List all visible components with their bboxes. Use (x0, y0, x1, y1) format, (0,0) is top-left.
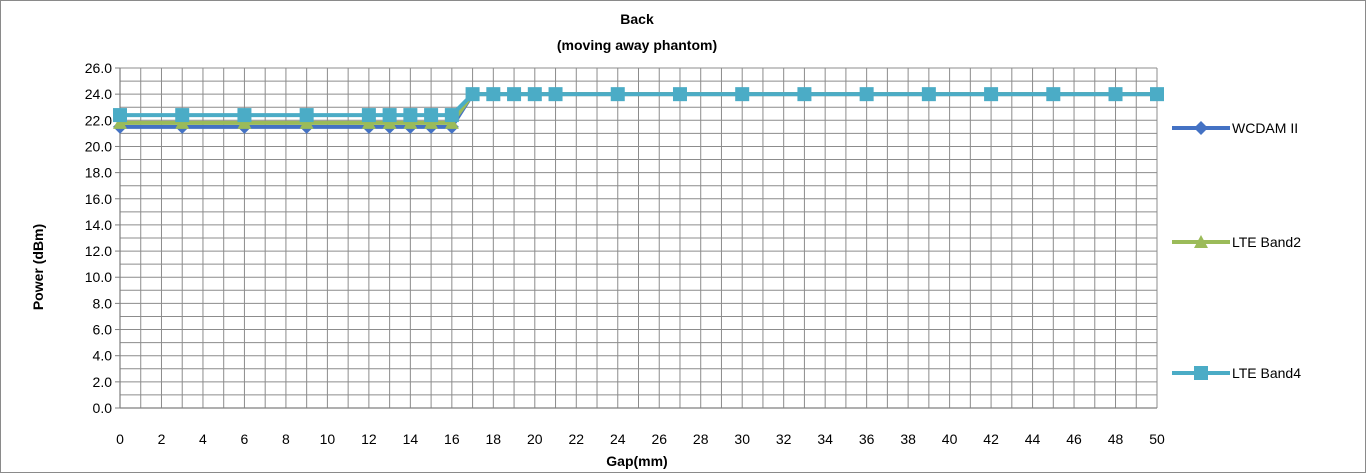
x-tick-labels: 0 2 4 6 8 10 12 14 16 18 20 22 24 26 28 30 32 34 36 38 40 42 4… (116, 431, 1165, 447)
data-point-lte-band4 (444, 108, 459, 123)
data-point-lte-band2 (444, 115, 459, 129)
data-point-lte-band2 (403, 115, 418, 129)
grid-lines (120, 67, 1158, 408)
legend: WCDAM II LTE Band2 LTE Band4 (1172, 120, 1301, 381)
y-tick-labels: 0.0 2.0 4.0 6.0 8.0 10.0 12.0 14.0 16.0 18.0 20.0 2… (85, 60, 112, 416)
series-line-lte-band4 (120, 92, 1157, 118)
data-point-lte-band4 (361, 108, 376, 123)
x-tick-label: 44 (1025, 431, 1041, 447)
data-point-lte-band4 (175, 108, 190, 123)
y-tick-label: 26.0 (85, 60, 112, 76)
data-point-lte-band4 (735, 87, 750, 102)
data-point-lte-band4 (113, 108, 127, 123)
x-tick-label: 10 (320, 431, 336, 447)
data-point-lte-band4 (527, 87, 542, 102)
x-tick-label: 24 (610, 431, 626, 447)
y-axis-label: Power (dBm) (30, 224, 46, 310)
y-tick-label: 6.0 (93, 322, 113, 338)
data-point-lte-band4 (486, 87, 501, 102)
x-tick-label: 22 (568, 431, 584, 447)
x-tick-label: 42 (983, 431, 999, 447)
x-tick-label: 8 (282, 431, 290, 447)
legend-label-lte-band2: LTE Band2 (1232, 234, 1301, 250)
y-tick-label: 16.0 (85, 191, 112, 207)
data-point-lte-band4 (859, 87, 874, 102)
y-tick-label: 2.0 (93, 374, 113, 390)
x-tick-label: 12 (361, 431, 377, 447)
x-tick-label: 34 (817, 431, 833, 447)
data-point-lte-band2 (175, 115, 190, 129)
x-tick-label: 14 (403, 431, 419, 447)
data-point-lte-band4 (403, 108, 418, 123)
x-tick-label: 18 (486, 431, 502, 447)
x-tick-label: 20 (527, 431, 543, 447)
x-tick-label: 32 (776, 431, 792, 447)
y-tick-label: 22.0 (85, 112, 112, 128)
data-point-lte-band2 (113, 115, 127, 129)
data-point-lte-band4 (465, 87, 480, 102)
x-tick-label: 40 (942, 431, 958, 447)
chart-title: Back (620, 11, 654, 27)
x-tick-label: 46 (1066, 431, 1082, 447)
x-tick-label: 36 (859, 431, 875, 447)
legend-label-lte-band4: LTE Band4 (1232, 365, 1301, 381)
data-point-lte-band4 (237, 108, 252, 123)
data-point-lte-band4 (382, 108, 397, 123)
data-point-lte-band2 (424, 115, 439, 129)
x-tick-label: 2 (158, 431, 166, 447)
x-tick-label: 38 (900, 431, 916, 447)
data-point-lte-band4 (610, 87, 625, 102)
y-tick-label: 4.0 (93, 348, 113, 364)
data-point-lte-band4 (507, 87, 522, 102)
data-point-lte-band2 (237, 115, 252, 129)
x-tick-label: 4 (199, 431, 207, 447)
y-tick-label: 20.0 (85, 138, 112, 154)
data-point-lte-band4 (1150, 87, 1164, 102)
x-tick-label: 26 (651, 431, 667, 447)
legend-marker-lte-band4 (1194, 366, 1208, 380)
data-point-lte-band4 (984, 87, 999, 102)
y-tick-label: 14.0 (85, 217, 112, 233)
data-point-lte-band4 (299, 108, 314, 123)
data-point-lte-band4 (797, 87, 812, 102)
y-tick-label: 12.0 (85, 243, 112, 259)
x-tick-label: 16 (444, 431, 460, 447)
legend-marker-lte-band2 (1194, 235, 1208, 248)
data-point-lte-band4 (1046, 87, 1061, 102)
data-point-lte-band4 (1108, 87, 1123, 102)
data-point-lte-band2 (299, 115, 314, 129)
y-tick-label: 24.0 (85, 86, 112, 102)
x-tick-label: 28 (693, 431, 709, 447)
data-point-lte-band4 (921, 87, 936, 102)
data-point-lte-band2 (382, 115, 397, 129)
legend-label-wcdam-ii: WCDAM II (1232, 120, 1298, 136)
data-point-lte-band4 (548, 87, 563, 102)
legend-marker-wcdam-ii (1194, 121, 1208, 135)
x-axis-label: Gap(mm) (606, 453, 667, 469)
series-lines (113, 87, 1164, 134)
x-tick-label: 30 (734, 431, 750, 447)
x-tick-label: 6 (241, 431, 249, 447)
x-tick-label: 0 (116, 431, 124, 447)
data-point-lte-band4 (672, 87, 687, 102)
x-tick-label: 50 (1149, 431, 1165, 447)
y-tick-label: 18.0 (85, 165, 112, 181)
y-tick-label: 10.0 (85, 269, 112, 285)
y-tick-label: 0.0 (93, 400, 113, 416)
chart-subtitle: (moving away phantom) (557, 37, 717, 53)
data-point-lte-band2 (361, 115, 376, 129)
y-tick-label: 8.0 (93, 295, 113, 311)
x-tick-label: 48 (1108, 431, 1124, 447)
data-point-lte-band4 (424, 108, 439, 123)
